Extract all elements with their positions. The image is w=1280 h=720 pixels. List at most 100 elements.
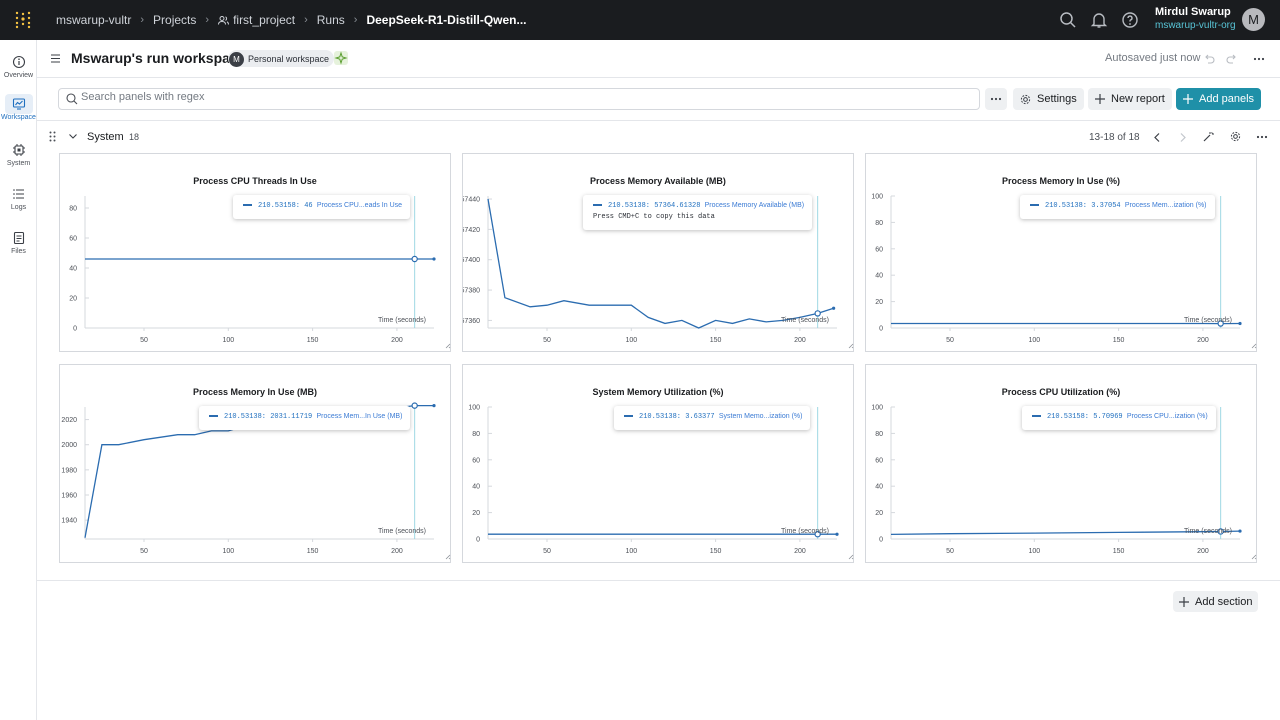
y-tick-label: 40 (472, 484, 480, 491)
nav-label: Overview (3, 72, 34, 79)
plus-icon (1179, 596, 1189, 607)
y-tick-label: 80 (875, 220, 883, 227)
list-icon (12, 189, 24, 199)
line-chart[interactable]: 0 20 40 60 80 50 100 150 200 (60, 154, 452, 353)
nav-logs[interactable]: Logs (0, 184, 37, 211)
chart-tooltip: 210.53138: 3.37054 Process Mem...ization… (1020, 195, 1215, 219)
data-point (835, 532, 839, 536)
line-chart[interactable]: 57360 57380 57400 57420 57440 50 100 150 200 (463, 154, 855, 353)
tooltip-value: 57364.61328 (654, 202, 701, 210)
chart-tooltip: 210.53138: 57364.61328 Process Memory Av… (583, 195, 813, 230)
chart-panel[interactable]: Process Memory In Use (MB) 1940 1960 1980 2… (59, 364, 451, 563)
x-axis-label: Time (seconds) (378, 317, 426, 324)
people-icon (218, 15, 230, 25)
chart-panel[interactable]: Process Memory In Use (%) 0 20 40 60 80 100 50… (865, 153, 1257, 352)
x-tick-label: 150 (307, 337, 319, 344)
x-tick-label: 200 (391, 548, 403, 555)
y-tick-label: 60 (875, 246, 883, 253)
x-axis-label: Time (seconds) (378, 528, 426, 535)
section-header: System 18 13-18 of 18 (37, 121, 1280, 153)
resize-handle-icon (1251, 343, 1257, 349)
tooltip-value: 3.37054 (1091, 202, 1121, 210)
y-tick-label: 57420 (463, 227, 480, 234)
search-panels[interactable] (58, 88, 980, 110)
y-tick-label: 20 (472, 510, 480, 517)
breadcrumb: mswarup-vultr › Projects › first_project… (56, 0, 527, 40)
section-divider (37, 580, 1280, 581)
chart-panel[interactable]: System Memory Utilization (%) 0 20 40 60 80 1… (462, 364, 854, 563)
redo-icon[interactable] (1226, 53, 1238, 65)
user-org[interactable]: mswarup-vultr-org (1155, 20, 1236, 31)
chevron-down-icon[interactable] (69, 134, 77, 139)
top-bar: mswarup-vultr › Projects › first_project… (0, 0, 1280, 40)
more-options-button[interactable] (985, 88, 1007, 110)
data-point (832, 306, 836, 310)
x-tick-label: 50 (946, 548, 954, 555)
chevron-left-icon[interactable] (1154, 133, 1160, 142)
undo-icon[interactable] (1203, 53, 1215, 65)
x-tick-label: 150 (710, 337, 722, 344)
settings-button[interactable]: Settings (1013, 88, 1084, 110)
x-tick-label: 50 (140, 548, 148, 555)
new-report-button[interactable]: New report (1088, 88, 1172, 110)
y-tick-label: 2000 (61, 442, 77, 449)
more-icon[interactable] (1256, 135, 1268, 139)
line-chart[interactable]: 0 20 40 60 80 100 50 100 150 200 (866, 365, 1258, 564)
gear-icon[interactable] (1230, 131, 1241, 142)
line-chart[interactable]: 0 20 40 60 80 100 50 100 150 200 (463, 365, 855, 564)
breadcrumb-projects[interactable]: Projects (153, 13, 197, 27)
x-tick-label: 150 (1113, 337, 1125, 344)
magic-wand-icon[interactable] (1203, 131, 1214, 142)
breadcrumb-org[interactable]: mswarup-vultr (56, 13, 132, 27)
chart-panel[interactable]: Process CPU Utilization (%) 0 20 40 60 80 100… (865, 364, 1257, 563)
tooltip-series: Process CPU...eads In Use (316, 202, 403, 209)
settings-label: Settings (1037, 93, 1077, 105)
nav-overview[interactable]: Overview (0, 52, 37, 79)
breadcrumb-run[interactable]: DeepSeek-R1-Distill-Qwen... (366, 13, 527, 27)
y-tick-label: 1980 (61, 467, 77, 474)
hover-point (411, 255, 418, 263)
search-input[interactable] (81, 91, 961, 103)
breadcrumb-project[interactable]: first_project (233, 13, 296, 27)
workspace-badge[interactable]: M Personal workspace (228, 50, 335, 67)
chart-panel[interactable]: Process Memory Available (MB) 57360 57380… (462, 153, 854, 352)
chevron-right-icon[interactable] (1180, 133, 1186, 142)
x-axis-label: Time (seconds) (781, 317, 829, 324)
y-tick-label: 0 (879, 537, 883, 544)
tooltip-x: 210.53158: (258, 202, 301, 210)
y-tick-label: 100 (871, 405, 883, 412)
x-axis-label: Time (seconds) (1184, 528, 1232, 535)
chart-panel[interactable]: Process CPU Threads In Use 0 20 40 60 80 50 10… (59, 153, 451, 352)
nav-system[interactable]: System (0, 140, 37, 167)
add-panels-label: Add panels (1199, 93, 1255, 105)
nav-files[interactable]: Files (0, 228, 37, 255)
workspace-icon (12, 98, 25, 110)
more-icon[interactable] (1253, 53, 1265, 65)
y-tick-label: 57380 (463, 288, 480, 295)
tooltip-x: 210.53158: (1047, 413, 1090, 421)
y-tick-label: 1960 (61, 493, 77, 500)
bell-icon[interactable] (1090, 11, 1108, 29)
user-menu[interactable]: Mirdul Swarup mswarup-vultr-org (1155, 6, 1236, 31)
workspace-badge-label: Personal workspace (248, 53, 330, 64)
help-icon[interactable] (1121, 11, 1139, 29)
data-point (1238, 529, 1242, 533)
hover-point (814, 531, 821, 538)
left-nav: Overview Workspace System Logs Files (0, 40, 37, 720)
series-line (487, 198, 834, 329)
nav-workspace[interactable]: Workspace (0, 94, 37, 121)
sparkle-icon[interactable] (334, 51, 348, 65)
add-panels-button[interactable]: Add panels (1176, 88, 1262, 110)
y-tick-label: 60 (472, 457, 480, 464)
y-tick-label: 60 (875, 457, 883, 464)
menu-icon[interactable] (51, 54, 60, 63)
autosave-status: Autosaved just now (1105, 52, 1201, 64)
add-section-button[interactable]: Add section (1173, 591, 1259, 612)
y-tick-label: 40 (875, 484, 883, 491)
line-chart[interactable]: 0 20 40 60 80 100 50 100 150 200 (866, 154, 1258, 353)
breadcrumb-runs[interactable]: Runs (316, 13, 345, 27)
avatar[interactable]: M (1242, 8, 1265, 31)
drag-handle-icon[interactable] (49, 131, 56, 142)
search-icon[interactable] (1059, 11, 1077, 29)
wandb-logo-icon[interactable] (14, 11, 32, 29)
